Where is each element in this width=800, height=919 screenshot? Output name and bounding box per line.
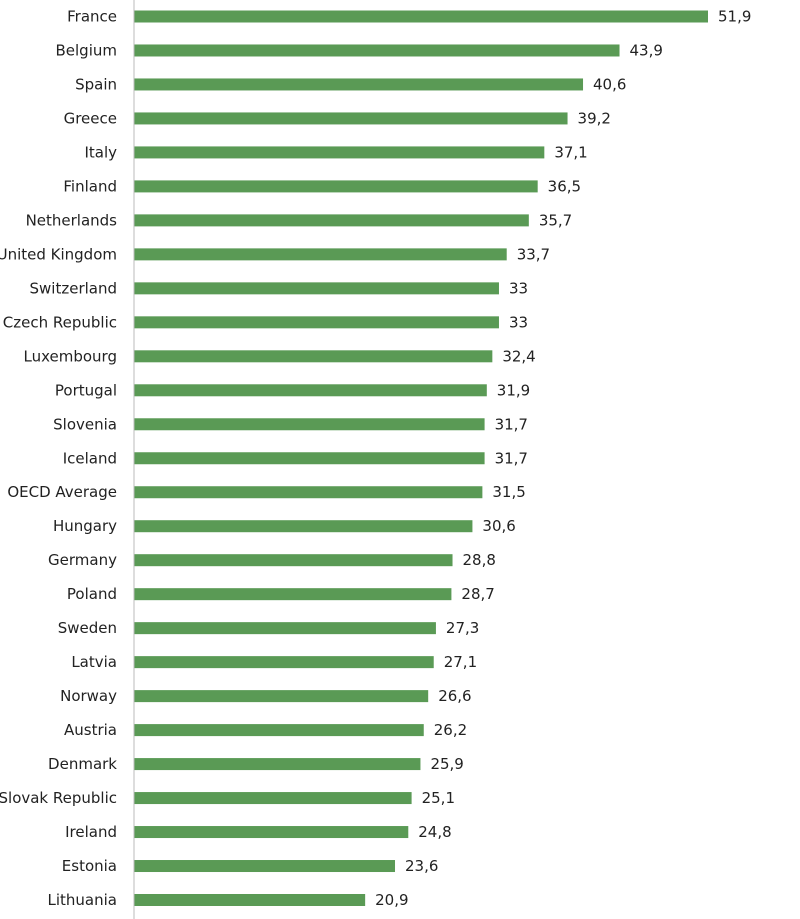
category-label-iceland: Iceland: [63, 449, 117, 467]
value-label-spain: 40,6: [593, 75, 626, 93]
bar-netherlands: [134, 214, 529, 227]
bar-france: [134, 10, 708, 23]
category-label-hungary: Hungary: [53, 517, 117, 535]
bar-hungary: [134, 520, 473, 533]
value-label-netherlands: 35,7: [539, 211, 572, 229]
value-label-lithuania: 20,9: [375, 891, 408, 909]
category-label-italy: Italy: [84, 143, 117, 161]
bar-slovak-republic: [134, 792, 412, 805]
bar-poland: [134, 588, 452, 601]
value-label-germany: 28,8: [463, 551, 496, 569]
value-label-latvia: 27,1: [444, 653, 477, 671]
value-label-switzerland: 33: [509, 279, 528, 297]
value-label-luxembourg: 32,4: [502, 347, 535, 365]
value-label-portugal: 31,9: [497, 381, 530, 399]
bar-switzerland: [134, 282, 499, 295]
bar-finland: [134, 180, 538, 193]
category-label-sweden: Sweden: [58, 619, 117, 637]
category-label-czech-republic: Czech Republic: [3, 313, 117, 331]
category-label-slovak-republic: Slovak Republic: [0, 789, 117, 807]
category-label-united-kingdom: United Kingdom: [0, 245, 117, 263]
bar-denmark: [134, 758, 421, 771]
bar-oecd-average: [134, 486, 483, 499]
value-label-iceland: 31,7: [495, 449, 528, 467]
category-label-germany: Germany: [48, 551, 117, 569]
category-label-switzerland: Switzerland: [30, 279, 118, 297]
bar-luxembourg: [134, 350, 493, 363]
category-label-netherlands: Netherlands: [26, 211, 118, 229]
category-label-luxembourg: Luxembourg: [24, 347, 118, 365]
value-label-slovak-republic: 25,1: [422, 789, 455, 807]
category-label-denmark: Denmark: [48, 755, 117, 773]
value-label-slovenia: 31,7: [495, 415, 528, 433]
category-label-portugal: Portugal: [55, 381, 117, 399]
bar-ireland: [134, 826, 409, 839]
bar-belgium: [134, 44, 620, 57]
value-label-italy: 37,1: [554, 143, 587, 161]
category-label-austria: Austria: [64, 721, 117, 739]
value-label-ireland: 24,8: [418, 823, 451, 841]
value-label-oecd-average: 31,5: [492, 483, 525, 501]
category-label-norway: Norway: [60, 687, 117, 705]
value-labels-group: 51,9 43,940,6 39,2 37,1 36,5 35,7 33,7 33 33 32,4…: [375, 8, 751, 910]
bar-slovenia: [134, 418, 485, 431]
value-label-poland: 28,7: [461, 585, 494, 603]
bar-estonia: [134, 860, 396, 873]
value-label-norway: 26,6: [438, 687, 471, 705]
category-label-finland: Finland: [63, 177, 117, 195]
category-label-france: France: [67, 8, 117, 26]
value-label-sweden: 27,3: [446, 619, 479, 637]
value-label-finland: 36,5: [548, 177, 581, 195]
category-labels-group: France Belgium Spain Greece Italy Finland Neth…: [0, 8, 117, 910]
value-label-greece: 39,2: [578, 109, 611, 127]
category-label-greece: Greece: [64, 109, 117, 127]
category-label-slovenia: Slovenia: [53, 415, 117, 433]
bars-group: [134, 10, 708, 906]
category-label-latvia: Latvia: [71, 653, 117, 671]
bar-austria: [134, 724, 424, 737]
category-label-spain: Spain: [75, 75, 117, 93]
category-label-poland: Poland: [67, 585, 117, 603]
category-label-lithuania: Lithuania: [48, 891, 117, 909]
value-label-austria: 26,2: [434, 721, 467, 739]
value-label-denmark: 25,9: [430, 755, 463, 773]
category-label-ireland: Ireland: [65, 823, 117, 841]
category-label-oecd-average: OECD Average: [7, 483, 117, 501]
bar-germany: [134, 554, 453, 567]
value-label-united-kingdom: 33,7: [517, 245, 550, 263]
bar-latvia: [134, 656, 434, 669]
bar-czech-republic: [134, 316, 499, 329]
value-label-france: 51,9: [718, 8, 751, 26]
bar-greece: [134, 112, 568, 125]
value-label-estonia: 23,6: [405, 857, 438, 875]
value-label-czech-republic: 33: [509, 313, 528, 331]
value-label-hungary: 30,6: [482, 517, 515, 535]
bar-italy: [134, 146, 545, 159]
bar-spain: [134, 78, 584, 91]
bar-norway: [134, 690, 429, 703]
category-label-estonia: Estonia: [62, 857, 117, 875]
value-label-belgium: 43,9: [630, 41, 663, 59]
bar-iceland: [134, 452, 485, 465]
bar-portugal: [134, 384, 487, 397]
bar-sweden: [134, 622, 436, 635]
bar-united-kingdom: [134, 248, 507, 261]
category-label-belgium: Belgium: [56, 41, 118, 59]
bar-lithuania: [134, 894, 366, 906]
